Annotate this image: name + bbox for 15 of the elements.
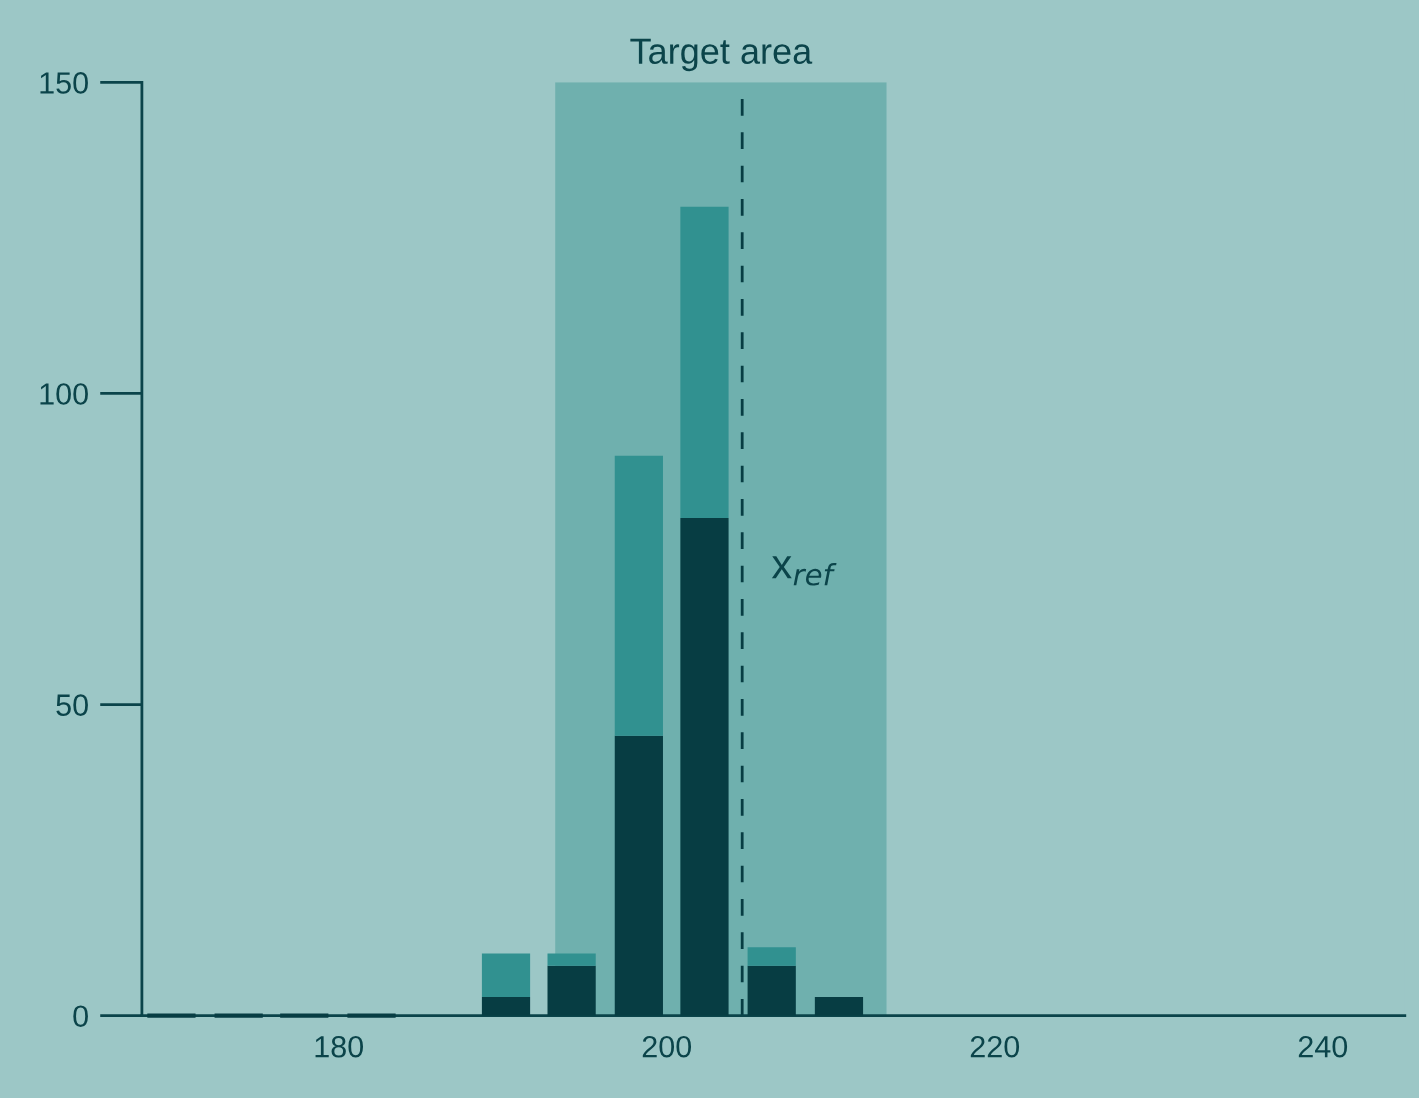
band-label: Target area	[630, 38, 813, 72]
bar	[481, 953, 531, 997]
bar	[614, 455, 663, 736]
y-tick-label: 50	[56, 694, 88, 716]
y-tick-label: 150	[40, 72, 88, 94]
ref-line-label: x$_{ref}$	[771, 556, 837, 586]
x-tick-label: 220	[970, 1035, 1020, 1058]
y-tick-label: 0	[73, 1005, 88, 1028]
bar	[680, 206, 729, 518]
y-tick-label: 100	[40, 383, 88, 405]
x-tick-label: 180	[315, 1035, 364, 1058]
x-tick-label: 240	[1298, 1035, 1348, 1058]
x-tick-label: 200	[642, 1035, 692, 1058]
bar	[547, 953, 596, 966]
bar	[747, 947, 796, 966]
